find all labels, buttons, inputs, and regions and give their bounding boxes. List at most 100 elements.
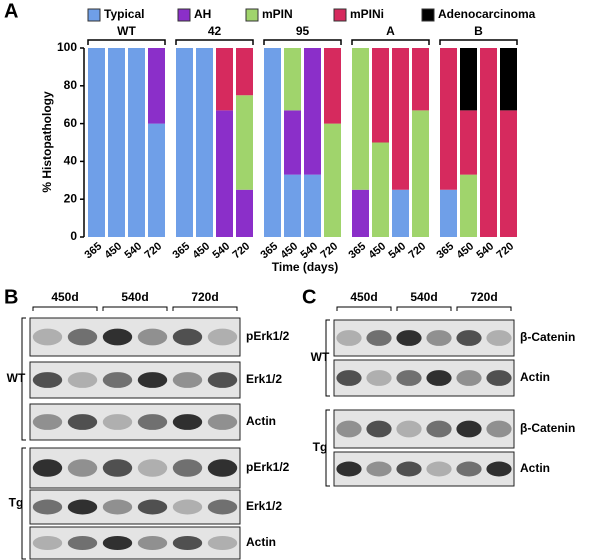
x-tick-label: 540 xyxy=(475,240,497,261)
x-tick-label: 365 xyxy=(347,240,369,261)
lane-bracket xyxy=(336,306,392,311)
blot-band xyxy=(67,414,98,430)
x-tick-label: 540 xyxy=(387,240,409,261)
y-tick-label: 60 xyxy=(64,116,78,130)
legend-swatch xyxy=(421,8,435,22)
blot-band xyxy=(426,370,452,386)
legend-label: Typical xyxy=(104,7,144,21)
bar-segment xyxy=(500,48,517,111)
row-label: Actin xyxy=(246,535,276,549)
group-label: B xyxy=(474,24,483,38)
blot-band xyxy=(102,499,133,515)
blot-band xyxy=(172,535,203,551)
blot-band xyxy=(67,499,98,515)
group-label: WT xyxy=(7,371,26,385)
bar-segment xyxy=(176,48,193,237)
x-tick-label: 720 xyxy=(231,240,253,261)
bar-segment xyxy=(236,95,253,190)
blot-strip xyxy=(29,361,241,399)
group-label: WT xyxy=(117,24,136,38)
bar-segment xyxy=(392,48,409,190)
bar-segment xyxy=(372,48,389,143)
x-tick-label: 365 xyxy=(435,240,457,261)
blot-band xyxy=(137,459,168,477)
blot-band xyxy=(426,420,452,438)
blot-strip xyxy=(29,489,241,525)
group-bracket xyxy=(21,317,26,441)
bar-segment xyxy=(500,110,517,237)
lane-bracket xyxy=(172,306,238,311)
bar-segment xyxy=(460,174,477,237)
blot-band xyxy=(456,330,482,346)
legend-swatch xyxy=(177,8,191,22)
blot-band xyxy=(207,414,238,430)
blot-strip xyxy=(29,403,241,441)
x-tick-label: 540 xyxy=(211,240,233,261)
legend-swatch xyxy=(87,8,101,22)
legend-swatch xyxy=(245,8,259,22)
blot-band xyxy=(137,414,168,430)
y-tick-label: 20 xyxy=(64,191,78,205)
bar-segment xyxy=(148,123,165,237)
legend-label: mPIN xyxy=(262,7,293,21)
bar-segment xyxy=(480,48,497,237)
bar-segment xyxy=(372,142,389,237)
blot-strip xyxy=(333,359,515,397)
row-label: pErk1/2 xyxy=(246,329,290,343)
blot-strip xyxy=(333,319,515,357)
group-bracket xyxy=(351,39,430,45)
blot-band xyxy=(336,370,362,386)
group-label: WT xyxy=(311,350,330,364)
bar-segment xyxy=(196,48,213,237)
blot-band xyxy=(172,328,203,346)
blot-band xyxy=(486,370,512,386)
blot-band xyxy=(366,461,392,477)
blot-band xyxy=(396,461,422,477)
x-tick-label: 540 xyxy=(299,240,321,261)
row-label: Erk1/2 xyxy=(246,499,282,513)
bar-segment xyxy=(284,110,301,175)
blot-band xyxy=(486,461,512,477)
blot-band xyxy=(172,459,203,477)
bar-segment xyxy=(88,48,105,237)
x-tick-label: 365 xyxy=(83,240,105,261)
group-bracket xyxy=(21,447,26,560)
group-bracket xyxy=(87,39,166,45)
blot-band xyxy=(137,535,168,551)
bar-segment xyxy=(324,123,341,237)
bar-segment xyxy=(352,48,369,190)
x-tick-label: 720 xyxy=(407,240,429,261)
row-label: pErk1/2 xyxy=(246,460,290,474)
blot-strip xyxy=(333,409,515,449)
row-label: Erk1/2 xyxy=(246,372,282,386)
blot-band xyxy=(207,535,238,551)
blot-band xyxy=(32,499,63,515)
legend-label: AH xyxy=(194,7,211,21)
bar-segment xyxy=(324,48,341,124)
x-tick-label: 540 xyxy=(123,240,145,261)
bar-segment xyxy=(216,48,233,111)
group-label: Tg xyxy=(9,496,24,510)
bar-segment xyxy=(284,48,301,111)
bar-segment xyxy=(236,48,253,96)
x-tick-label: 720 xyxy=(319,240,341,261)
x-tick-label: 450 xyxy=(103,240,125,261)
panel-label: B xyxy=(4,286,18,308)
group-bracket xyxy=(325,409,330,487)
bar-segment xyxy=(460,110,477,175)
bar-segment xyxy=(216,110,233,237)
blot-band xyxy=(396,370,422,386)
blot-band xyxy=(336,420,362,438)
blot-band xyxy=(207,499,238,515)
blot-band xyxy=(336,461,362,477)
x-tick-label: 365 xyxy=(171,240,193,261)
bar-segment xyxy=(304,48,321,175)
blot-band xyxy=(486,420,512,438)
legend-label: mPINi xyxy=(350,7,384,21)
bar-segment xyxy=(460,48,477,111)
blot-band xyxy=(67,372,98,388)
x-tick-label: 450 xyxy=(367,240,389,261)
blot-band xyxy=(32,414,63,430)
bar-segment xyxy=(236,189,253,237)
bar-segment xyxy=(128,48,145,237)
